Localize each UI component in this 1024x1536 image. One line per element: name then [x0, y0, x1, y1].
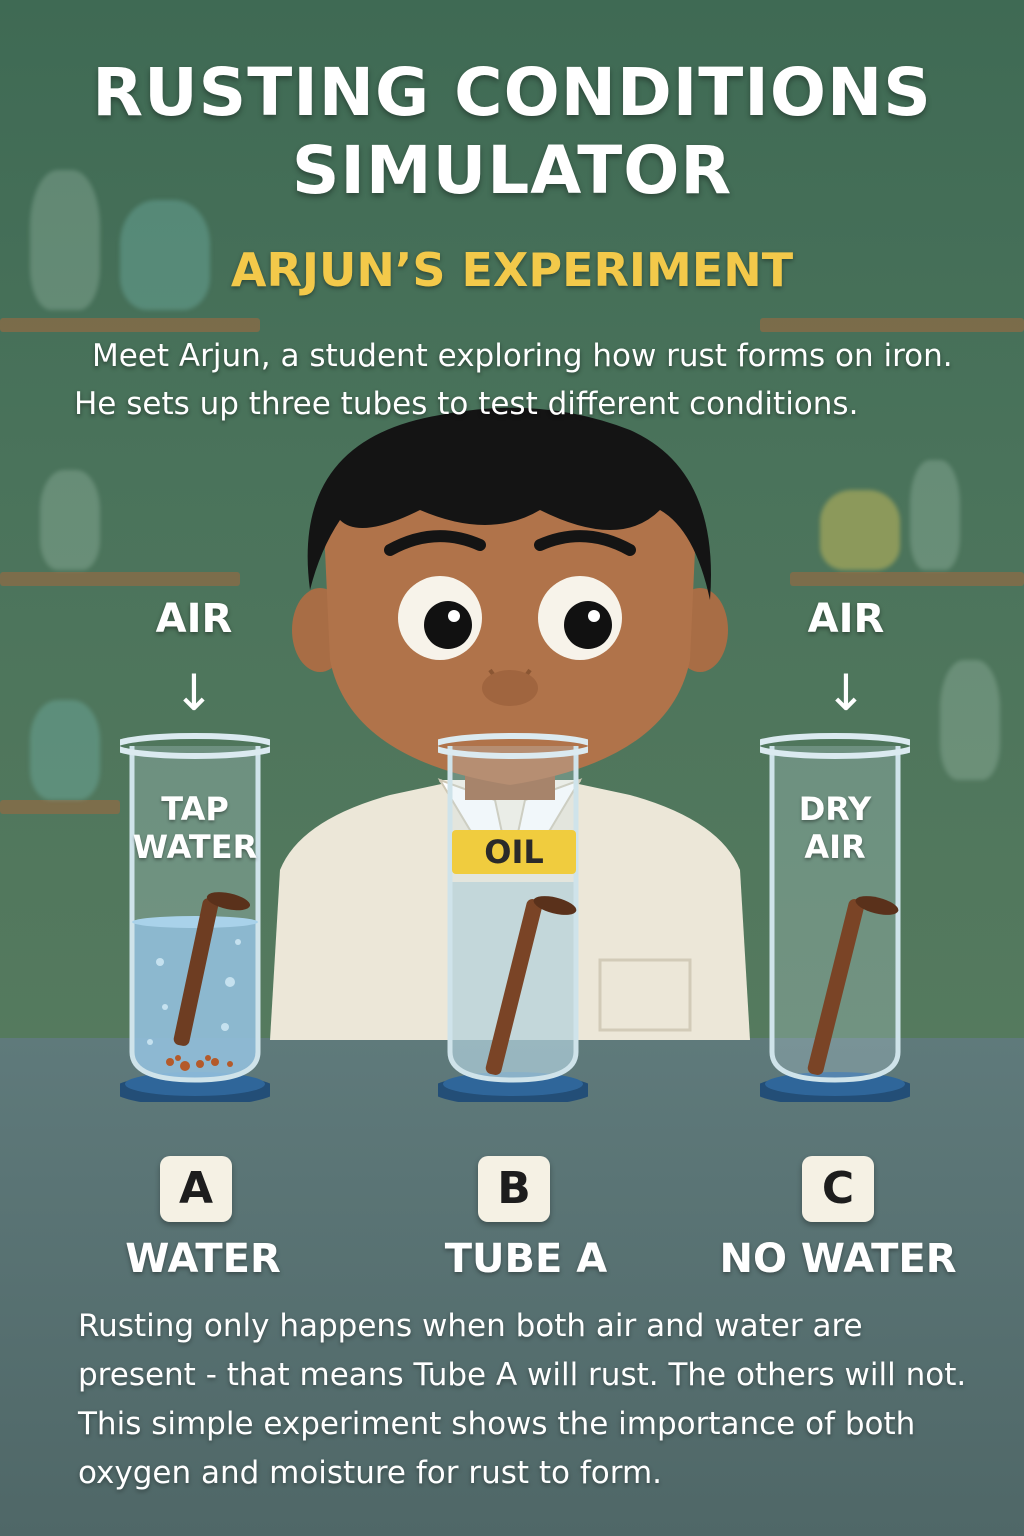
iron-nail-icon [807, 896, 899, 1075]
background-flask [910, 460, 960, 570]
oil-label: OIL [452, 830, 576, 874]
intro-text: Meet Arjun, a student exploring how rust… [74, 338, 953, 422]
conclusion-text: Rusting only happens when both air and w… [78, 1308, 967, 1491]
test-tube-c [760, 732, 910, 1102]
background-shelf [0, 318, 260, 332]
tube-a-label: TAP WATER [120, 790, 270, 866]
background-flask [30, 700, 100, 800]
background-flask [940, 660, 1000, 780]
background-flask [30, 170, 100, 310]
test-tube-b [438, 732, 588, 1102]
lab-table [0, 1038, 1024, 1536]
test-tube-a [120, 732, 270, 1102]
background-shelf [790, 572, 1024, 586]
background-shelf [0, 800, 120, 814]
background-flask [820, 490, 900, 570]
background-flask [40, 470, 100, 570]
tube-a-label-line1: TAP [161, 790, 229, 828]
test-tube-icon [438, 733, 588, 1102]
title-line-2: SIMULATOR [291, 132, 733, 209]
tube-c-label-line2: AIR [804, 828, 866, 866]
background-shelf [0, 572, 240, 586]
iron-nail-icon [485, 896, 577, 1075]
down-arrow-icon: ↓ [173, 664, 215, 722]
tube-a-letter: A [160, 1156, 232, 1222]
air-label-a: AIR [155, 596, 233, 642]
page-title: RUSTING CONDITIONS SIMULATOR [0, 54, 1024, 210]
background-flask [120, 200, 210, 310]
iron-nail-icon [173, 892, 251, 1046]
tube-c-caption: NO WATER [719, 1236, 957, 1282]
title-line-1: RUSTING CONDITIONS [92, 54, 932, 131]
test-tube-icon [760, 733, 910, 1102]
tube-b-caption: TUBE A [444, 1236, 608, 1282]
tube-c-label-line1: DRY [798, 790, 872, 828]
tube-a-label-line2: WATER [132, 828, 258, 866]
tube-c-label: DRY AIR [760, 790, 910, 866]
background-shelf [760, 318, 1024, 332]
down-arrow-icon: ↓ [825, 664, 867, 722]
test-tube-icon [120, 733, 270, 1102]
air-label-c: AIR [807, 596, 885, 642]
tube-c-letter: C [802, 1156, 874, 1222]
tube-a-caption: WATER [125, 1236, 281, 1282]
student-illustration [270, 407, 750, 1040]
page-subtitle: ARJUN’S EXPERIMENT [230, 243, 794, 297]
tube-b-letter: B [478, 1156, 550, 1222]
